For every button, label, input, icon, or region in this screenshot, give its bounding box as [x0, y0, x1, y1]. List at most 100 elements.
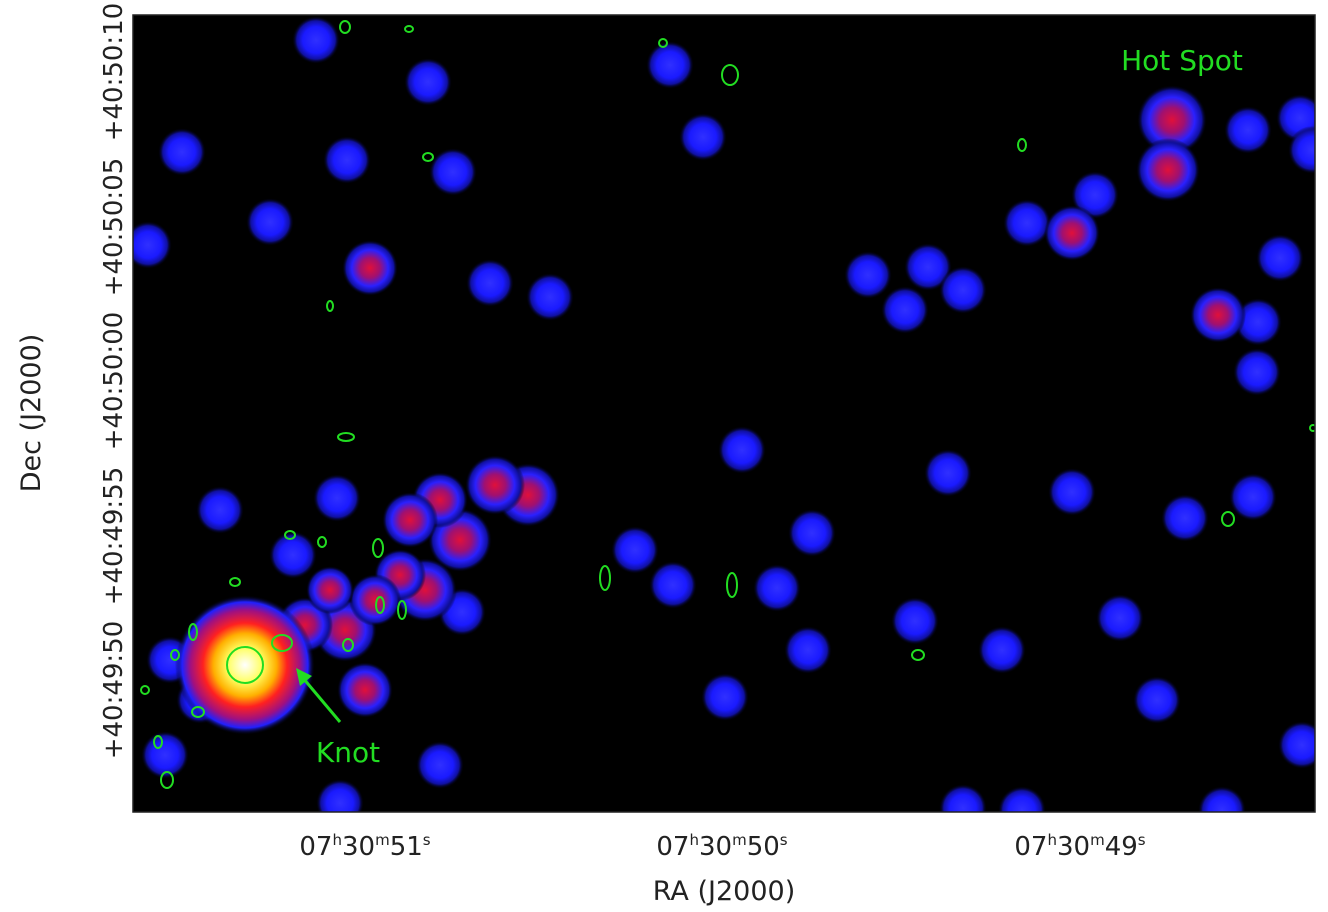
x-tick-part: h: [1047, 831, 1057, 849]
blob: [1198, 786, 1246, 812]
x-tick-part: 07: [656, 832, 689, 862]
blob: [141, 731, 189, 779]
contour: [1309, 424, 1315, 432]
blob: [416, 741, 464, 789]
contour: [188, 623, 198, 641]
y-tick-label: +40:50:00: [99, 312, 129, 451]
blob: [323, 136, 371, 184]
blob: [646, 41, 694, 89]
blob: [1137, 85, 1207, 155]
contour: [1017, 138, 1027, 152]
knot-arrow: [301, 677, 342, 723]
contour: [284, 530, 296, 540]
contour: [911, 649, 925, 661]
x-tick-part: 30: [342, 832, 375, 862]
contour: [326, 300, 334, 312]
contour: [375, 596, 385, 614]
blob: [998, 786, 1046, 812]
contour: [170, 649, 180, 661]
blob: [939, 784, 987, 812]
y-tick-label: +40:49:55: [99, 467, 129, 606]
blob: [978, 626, 1026, 674]
blob: [844, 251, 892, 299]
blob: [404, 58, 452, 106]
blob: [924, 449, 972, 497]
contour: [726, 572, 738, 598]
blob: [313, 474, 361, 522]
blob: [337, 662, 393, 718]
blob: [292, 16, 340, 64]
y-axis-label: Dec (J2000): [16, 334, 47, 493]
contour: [1221, 511, 1235, 527]
blob: [1071, 171, 1119, 219]
y-tick-label: +40:49:50: [99, 621, 129, 760]
contour: [422, 152, 434, 162]
knot-label: Knot: [316, 736, 380, 769]
contour: [342, 638, 354, 652]
blob: [429, 148, 477, 196]
contour: [404, 25, 414, 33]
contour: [160, 771, 174, 789]
y-tick-label: +40:50:05: [99, 158, 129, 297]
blob: [306, 566, 354, 614]
blob: [342, 240, 398, 296]
blob: [753, 564, 801, 612]
x-tick-part: m: [375, 831, 390, 849]
blob: [679, 113, 727, 161]
x-tick-label: 07h30m51s: [299, 831, 430, 862]
contour: [372, 538, 384, 558]
contour: [226, 646, 264, 684]
blob: [611, 526, 659, 574]
blob: [701, 673, 749, 721]
blob: [904, 243, 952, 291]
contour: [191, 706, 205, 718]
x-tick-label: 07h30m49s: [1014, 831, 1145, 862]
contour: [153, 735, 163, 749]
contour: [397, 600, 407, 620]
contour: [317, 536, 327, 548]
blob: [1233, 348, 1281, 396]
blob: [316, 779, 364, 812]
x-axis-label: RA (J2000): [653, 876, 795, 907]
blob: [1096, 594, 1144, 642]
blob: [881, 286, 929, 334]
x-tick-part: m: [732, 831, 747, 849]
x-ray-emission: [133, 16, 1315, 812]
blob: [158, 128, 206, 176]
blob: [1256, 234, 1304, 282]
x-tick-part: s: [423, 831, 431, 849]
blob: [526, 273, 574, 321]
blob: [1278, 721, 1315, 769]
x-tick-part: h: [689, 831, 699, 849]
blob: [784, 626, 832, 674]
frame: [132, 14, 1316, 813]
blob: [1224, 106, 1272, 154]
x-tick-label: 07h30m50s: [656, 831, 787, 862]
contour: [337, 432, 355, 442]
blob: [1003, 199, 1051, 247]
blob: [788, 509, 836, 557]
hot-spot-label: Hot Spot: [1121, 44, 1243, 77]
contour: [1317, 460, 1323, 466]
blob: [382, 492, 438, 548]
blob: [246, 198, 294, 246]
blob: [1048, 468, 1096, 516]
x-tick-part: 30: [699, 832, 732, 862]
x-tick-part: m: [1090, 831, 1105, 849]
contour: [229, 577, 241, 587]
contour: [599, 565, 611, 591]
blob: [1234, 298, 1282, 346]
blob: [1229, 473, 1277, 521]
x-tick-part: 07: [299, 832, 332, 862]
x-tick-part: 07: [1014, 832, 1047, 862]
blob: [939, 266, 987, 314]
contour: [721, 64, 739, 86]
blob: [466, 259, 514, 307]
blob: [133, 221, 172, 269]
contour: [339, 20, 351, 34]
core: [175, 595, 315, 735]
blob: [1133, 676, 1181, 724]
blob: [269, 531, 317, 579]
